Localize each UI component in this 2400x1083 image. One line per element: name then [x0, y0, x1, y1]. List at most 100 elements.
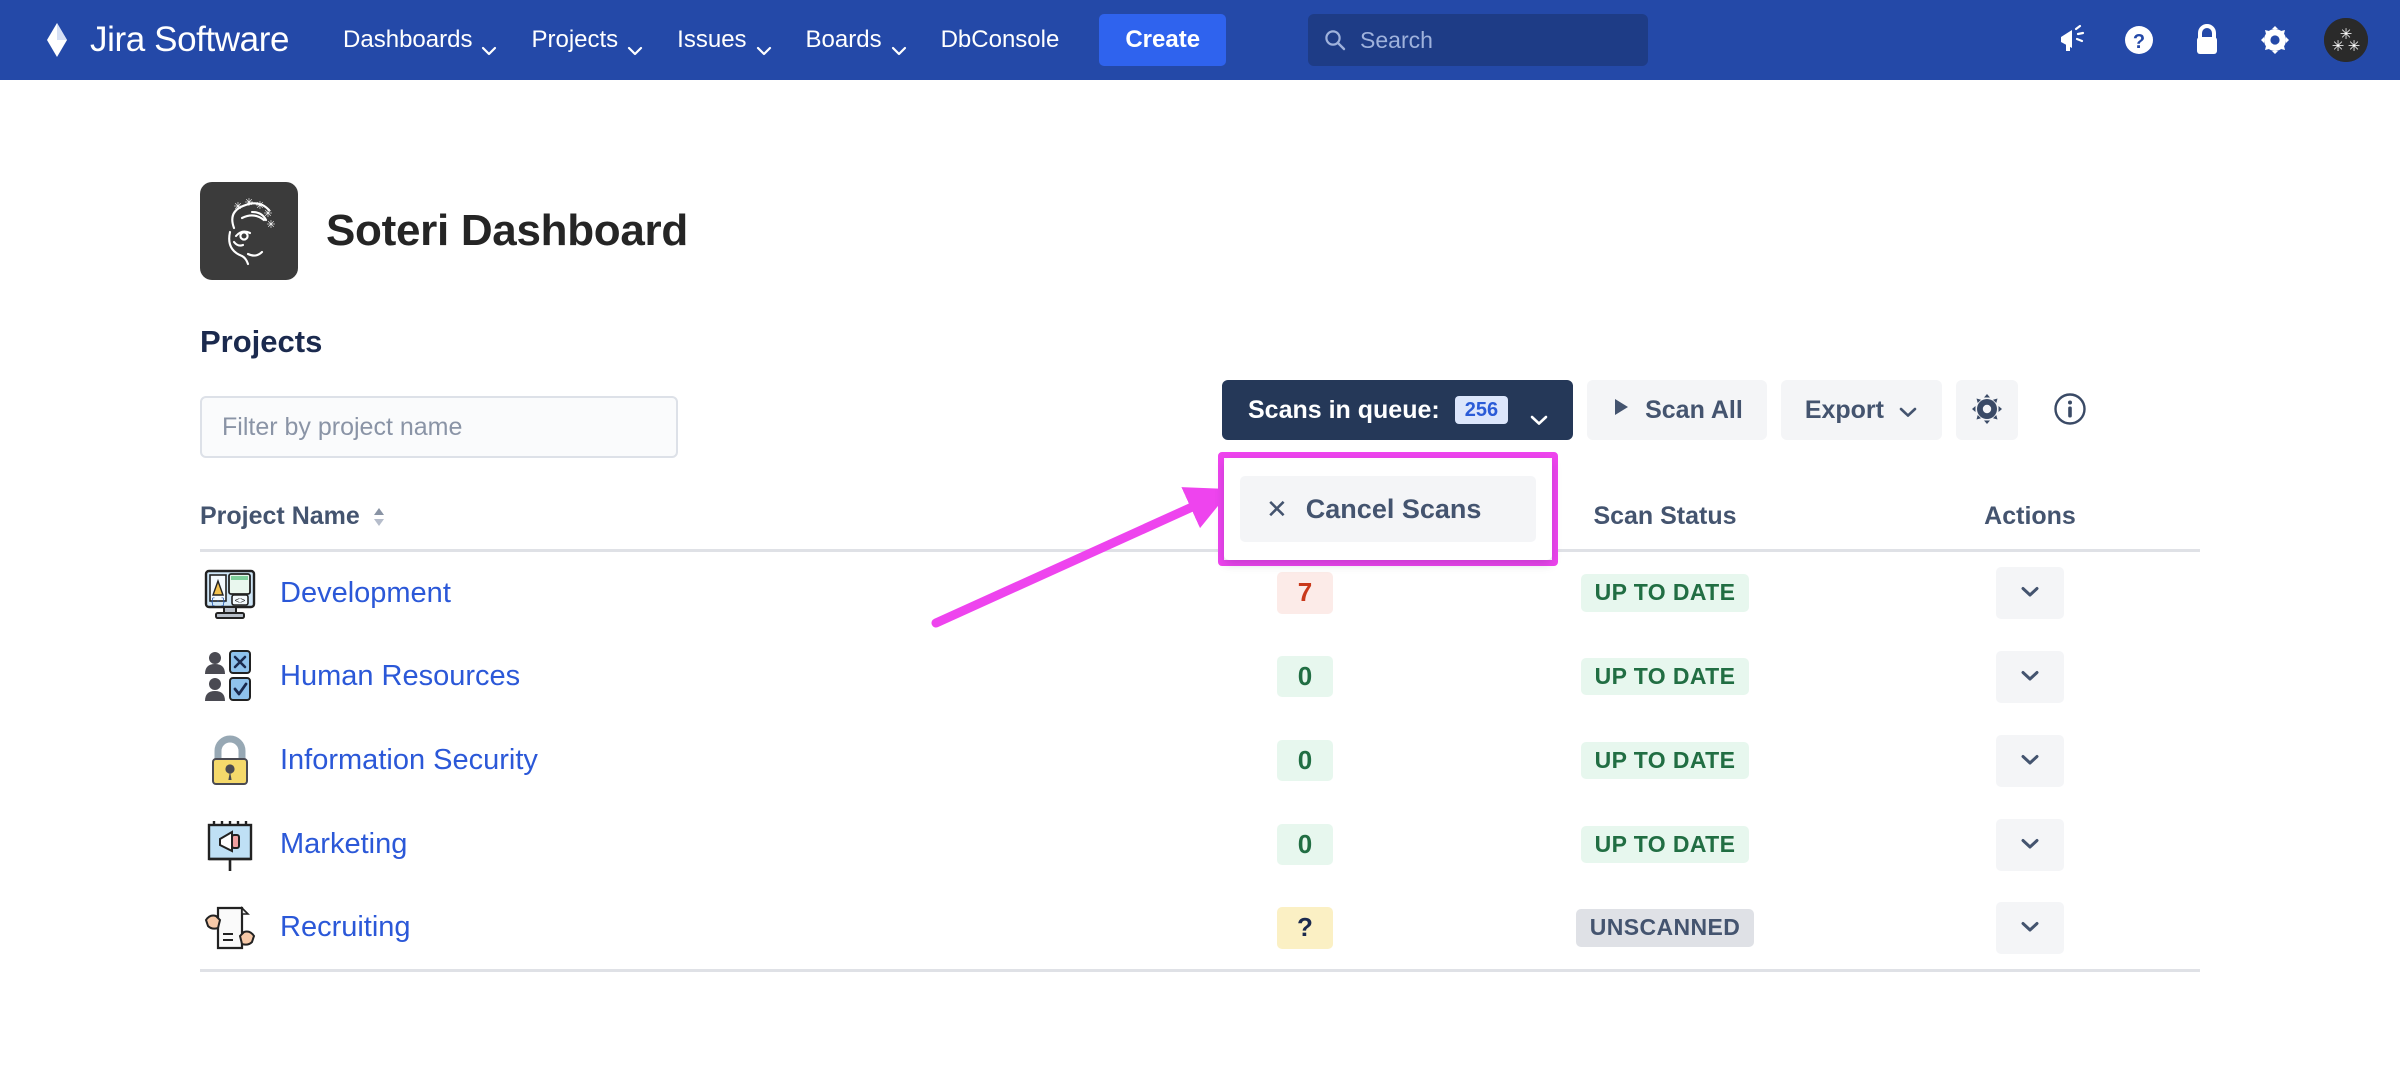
avatar[interactable]: ✳ ✳ ✳ [2324, 18, 2368, 62]
page-body: ✳✳ ✳✳ ✳ Soteri Dashboard Projects Scans … [0, 80, 2400, 972]
row-actions-button[interactable] [1996, 734, 2064, 787]
info-button[interactable] [2042, 380, 2098, 440]
svg-text:{·}: {·} [210, 597, 226, 607]
cell-findings: 0 [1140, 803, 1470, 887]
table-row: Marketing 0 UP TO DATE [200, 803, 2200, 887]
lock-security-icon[interactable] [2188, 21, 2226, 59]
status-badge: UP TO DATE [1580, 657, 1750, 696]
megaphone-announcement-icon[interactable] [2052, 21, 2090, 59]
cell-scan-status: UNSCANNED [1470, 886, 1860, 972]
scans-in-queue-count: 256 [1454, 396, 1509, 424]
cell-project-name: <> {·} Development [200, 551, 1140, 635]
cell-actions [1860, 886, 2200, 972]
nav-item-issues[interactable]: Issues [663, 16, 785, 64]
monitor-code-icon: <> {·} [202, 565, 258, 621]
project-link[interactable]: Recruiting [280, 911, 411, 944]
search-input[interactable] [1360, 26, 1633, 54]
svg-text:✳: ✳ [2332, 38, 2345, 55]
scans-in-queue-label: Scans in queue: [1248, 395, 1440, 424]
chevron-down-icon [481, 35, 497, 56]
page-title: Soteri Dashboard [326, 206, 688, 255]
dashboard-header: ✳ ✳ ✳ ✳ ✳ Soteri Dashboard [0, 80, 2400, 280]
status-badge: UP TO DATE [1580, 741, 1750, 780]
cancel-scans-menu-item[interactable]: ✕ Cancel Scans [1240, 476, 1536, 542]
jira-diamond-logo-icon [38, 21, 76, 59]
status-badge: UNSCANNED [1575, 908, 1755, 947]
cell-findings: ? [1140, 886, 1470, 972]
chevron-down-icon [1529, 404, 1549, 425]
chevron-down-icon [2019, 585, 2041, 601]
table-row: <> {·} Development 7 UP TO DATE [200, 551, 2200, 635]
annotation-highlight-box: ✕ Cancel Scans [1218, 452, 1558, 566]
scan-settings-button[interactable] [1956, 380, 2018, 440]
nav-item-dashboards-label: Dashboards [343, 26, 473, 53]
navbar-icon-group: ? ✳ ✳ ✳ [2052, 18, 2368, 62]
table-row: Human Resources 0 UP TO DATE [200, 635, 2200, 719]
top-navigation-bar: Jira Software Dashboards Projects Issues… [0, 0, 2400, 80]
scan-toolbar: Scans in queue: 256 Scan All Export [1222, 380, 2098, 440]
chevron-down-icon [2019, 837, 2041, 853]
table-row: Information Security 0 UP TO DATE [200, 719, 2200, 803]
project-link[interactable]: Human Resources [280, 660, 521, 692]
export-label: Export [1804, 395, 1884, 424]
project-link[interactable]: Development [280, 576, 451, 609]
megaphone-billboard-icon [202, 817, 258, 873]
sort-project-name-control[interactable]: Project Name [200, 502, 386, 531]
create-button[interactable]: Create [1099, 14, 1227, 66]
play-triangle-icon [1611, 396, 1631, 425]
findings-badge: ? [1277, 906, 1333, 949]
scan-all-button[interactable]: Scan All [1587, 380, 1767, 440]
close-x-icon: ✕ [1266, 493, 1288, 524]
search-box[interactable] [1308, 14, 1649, 66]
cell-actions [1860, 719, 2200, 803]
svg-text:✳: ✳ [233, 201, 242, 213]
sort-arrows-icon [372, 506, 386, 528]
svg-text:✳: ✳ [2340, 26, 2353, 43]
projects-table: Project Name Findings Scan Status Action… [200, 502, 2200, 972]
chevron-down-icon [891, 35, 907, 56]
chevron-down-icon [1898, 396, 1918, 425]
soteri-head-logo-icon: ✳ ✳ ✳ ✳ ✳ [200, 182, 298, 280]
row-actions-button[interactable] [1996, 818, 2064, 871]
cell-findings: 7 [1140, 551, 1470, 635]
chevron-down-icon [627, 35, 643, 56]
nav-item-projects[interactable]: Projects [517, 16, 657, 64]
cancel-scans-label: Cancel Scans [1305, 493, 1482, 524]
findings-badge: 0 [1277, 655, 1333, 698]
findings-badge: 7 [1277, 572, 1333, 615]
project-link[interactable]: Information Security [280, 744, 538, 776]
scans-in-queue-dropdown: ✕ Cancel Scans [1218, 452, 1558, 566]
nav-item-dbconsole-label: DbConsole [940, 26, 1060, 53]
cell-findings: 0 [1140, 635, 1470, 719]
help-question-icon[interactable]: ? [2120, 21, 2158, 59]
row-actions-button[interactable] [1996, 567, 2064, 620]
svg-text:?: ? [2133, 31, 2145, 53]
project-filter-input[interactable] [200, 396, 678, 458]
projects-section-heading: Projects [200, 324, 323, 359]
padlock-icon [202, 733, 258, 789]
findings-badge: 0 [1277, 739, 1333, 782]
people-checklist-icon [202, 649, 258, 705]
nav-item-dashboards[interactable]: Dashboards [329, 16, 511, 64]
status-badge: UP TO DATE [1580, 825, 1750, 864]
primary-nav-links: Dashboards Projects Issues Boards DbCons [329, 16, 1073, 64]
svg-text:✳: ✳ [266, 219, 275, 231]
jira-brand[interactable]: Jira Software [38, 20, 289, 60]
row-actions-button[interactable] [1996, 901, 2064, 954]
scans-in-queue-button[interactable]: Scans in queue: 256 [1222, 380, 1574, 440]
row-actions-button[interactable] [1996, 650, 2064, 703]
project-link[interactable]: Marketing [280, 828, 408, 860]
nav-item-dbconsole[interactable]: DbConsole [927, 16, 1074, 64]
cell-actions [1860, 635, 2200, 719]
table-header-row: Project Name Findings Scan Status Action… [200, 502, 2200, 552]
nav-item-boards[interactable]: Boards [792, 16, 921, 64]
gear-settings-icon[interactable] [2256, 21, 2294, 59]
cell-actions [1860, 551, 2200, 635]
search-icon [1324, 29, 1346, 51]
svg-text:✳: ✳ [255, 200, 264, 212]
cell-project-name: Information Security [200, 719, 1140, 803]
cell-project-name: Human Resources [200, 635, 1140, 719]
cell-project-name: Marketing [200, 803, 1140, 887]
scan-all-label: Scan All [1645, 395, 1743, 424]
export-button[interactable]: Export [1780, 380, 1942, 440]
